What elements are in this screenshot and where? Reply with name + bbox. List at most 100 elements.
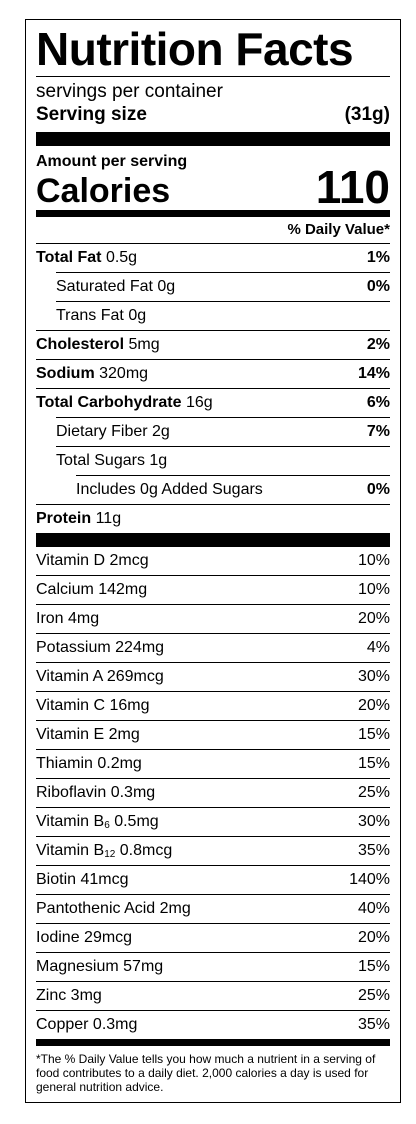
nutrient-row-dietary-fiber: Dietary Fiber 2g 7% (56, 417, 390, 446)
vitamin-dv: 30% (357, 668, 390, 685)
vitamin-label: Vitamin E 2mg (36, 726, 140, 743)
vitamin-dv: 30% (357, 813, 390, 830)
label-title: Nutrition Facts (36, 23, 354, 75)
vitamin-row: Riboflavin 0.3mg 25% (36, 778, 390, 807)
vitamin-label: Biotin 41mcg (36, 871, 129, 888)
vitamin-row: Pantothenic Acid 2mg 40% (36, 894, 390, 923)
amount-per-serving: Amount per serving (36, 153, 188, 170)
nutrient-row-saturated-fat: Saturated Fat 0g 0% (56, 272, 390, 301)
vitamin-dv: 35% (357, 842, 390, 859)
nutrition-facts-label: Nutrition Facts servings per container S… (25, 19, 401, 1103)
nutrient-row-protein: Protein 11g (36, 504, 390, 533)
nutrient-dv: 1% (366, 249, 390, 266)
nutrient-dv: 6% (366, 394, 390, 411)
vitamin-label: Zinc 3mg (36, 987, 102, 1004)
vitamin-label: Calcium 142mg (36, 581, 148, 598)
vitamin-row: Magnesium 57mg 15% (36, 952, 390, 981)
vitamin-dv: 15% (357, 726, 390, 743)
nutrient-name: Saturated Fat (56, 278, 153, 295)
nutrient-dv: 2% (366, 336, 390, 353)
vitamin-dv: 15% (357, 755, 390, 772)
daily-value-header: % Daily Value* (287, 221, 390, 238)
vitamin-label: Copper 0.3mg (36, 1016, 138, 1033)
nutrient-dv: 0% (366, 278, 390, 295)
vitamin-dv: 25% (357, 784, 390, 801)
nutrient-amount: 0.5g (105, 249, 138, 266)
vitamin-row: Iodine 29mcg 20% (36, 923, 390, 952)
vitamin-label: Pantothenic Acid 2mg (36, 900, 191, 917)
vitamin-label: Iron 4mg (36, 610, 100, 627)
vitamin-label: Vitamin A 269mcg (36, 668, 164, 685)
serving-size-value: (31g) (344, 104, 390, 125)
nutrient-name: Trans Fat (56, 307, 124, 324)
vitamin-label: Riboflavin 0.3mg (36, 784, 156, 801)
nutrient-name: Total Fat (36, 249, 102, 266)
nutrient-row-added-sugars: Includes 0g Added Sugars 0% (76, 475, 390, 504)
nutrient-amount: 5mg (128, 336, 160, 353)
vitamin-dv: 10% (357, 581, 390, 598)
vitamin-dv: 20% (357, 697, 390, 714)
vitamin-row: Vitamin B12 0.8mcg 35% (36, 836, 390, 865)
nutrient-name: Sodium (36, 365, 95, 382)
vitamin-row: Calcium 142mg 10% (36, 575, 390, 604)
serving-size-row: Serving size (31g) (36, 104, 390, 132)
vitamin-label: Vitamin D 2mcg (36, 552, 149, 569)
vitamin-label: Potassium 224mg (36, 639, 165, 656)
medium-divider (36, 210, 390, 217)
nutrient-name: Total Carbohydrate (36, 394, 182, 411)
vitamin-row: Thiamin 0.2mg 15% (36, 749, 390, 778)
nutrient-amount: 0g (157, 278, 176, 295)
vitamin-row: Vitamin D 2mcg 10% (36, 547, 390, 575)
vitamin-dv: 40% (357, 900, 390, 917)
vitamin-dv: 4% (366, 639, 390, 656)
thick-divider (36, 533, 390, 547)
nutrient-amount: 11g (95, 510, 122, 527)
footnote: *The % Daily Value tells you how much a … (36, 1052, 376, 1094)
servings-per-container: servings per container (36, 81, 223, 102)
calories-label: Calories (36, 172, 171, 210)
nutrient-dv: 14% (357, 365, 390, 382)
medium-divider (36, 1039, 390, 1046)
vitamin-label: Vitamin C 16mg (36, 697, 150, 714)
vitamin-row: Vitamin C 16mg 20% (36, 691, 390, 720)
vitamin-row: Zinc 3mg 25% (36, 981, 390, 1010)
nutrient-name: Total Sugars (56, 452, 145, 469)
vitamin-dv: 35% (357, 1016, 390, 1033)
calories-value: 110 (315, 161, 390, 213)
thick-divider (36, 132, 390, 146)
nutrient-dv: 0% (366, 481, 390, 498)
vitamin-dv: 15% (357, 958, 390, 975)
divider (36, 76, 390, 77)
nutrient-name: Cholesterol (36, 336, 125, 353)
vitamin-row: Vitamin A 269mcg 30% (36, 662, 390, 691)
nutrient-amount: 16g (185, 394, 213, 411)
nutrient-row-total-sugars: Total Sugars 1g (56, 446, 390, 475)
vitamin-row: Vitamin B6 0.5mg 30% (36, 807, 390, 836)
nutrient-amount: 2g (152, 423, 170, 440)
nutrient-amount: 1g (149, 452, 168, 469)
vitamin-row: Vitamin E 2mg 15% (36, 720, 390, 749)
nutrient-name: Protein (36, 510, 92, 527)
serving-size-label: Serving size (36, 104, 147, 125)
vitamin-dv: 20% (357, 610, 390, 627)
vitamin-label: Thiamin 0.2mg (36, 755, 142, 772)
nutrient-row-trans-fat: Trans Fat 0g (56, 301, 390, 330)
nutrient-row-total-carbohydrate: Total Carbohydrate 16g 6% (36, 388, 390, 417)
vitamin-label: Iodine 29mcg (36, 929, 133, 946)
nutrient-amount: 320mg (99, 365, 149, 382)
vitamin-row: Iron 4mg 20% (36, 604, 390, 633)
vitamin-row: Biotin 41mcg 140% (36, 865, 390, 894)
nutrient-name: Includes 0g Added Sugars (76, 481, 263, 498)
nutrient-amount: 0g (128, 307, 147, 324)
vitamin-dv: 10% (357, 552, 390, 569)
vitamin-row: Copper 0.3mg 35% (36, 1010, 390, 1039)
vitamin-dv: 25% (357, 987, 390, 1004)
vitamin-label: Vitamin B12 0.8mcg (36, 842, 173, 860)
nutrient-name: Dietary Fiber (56, 423, 148, 440)
nutrient-dv: 7% (366, 423, 390, 440)
vitamin-row: Potassium 224mg 4% (36, 633, 390, 662)
calories-row: Calories 110 (36, 164, 390, 210)
nutrient-row-sodium: Sodium 320mg 14% (36, 359, 390, 388)
nutrient-row-total-fat: Total Fat 0.5g 1% (36, 243, 390, 272)
vitamin-dv: 20% (357, 929, 390, 946)
